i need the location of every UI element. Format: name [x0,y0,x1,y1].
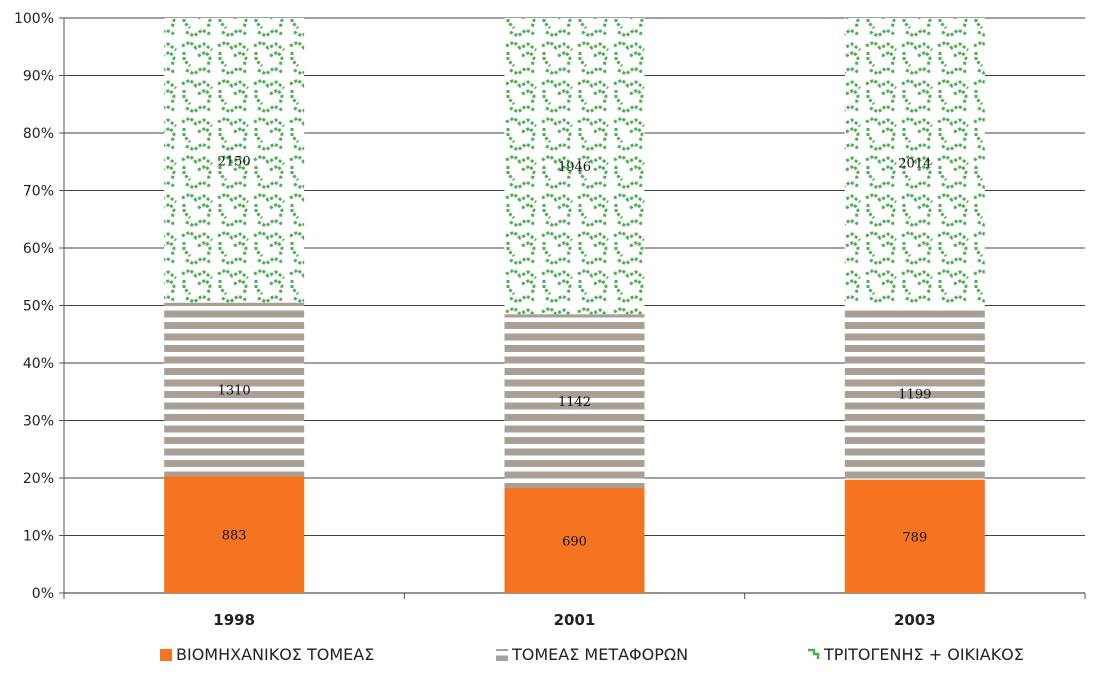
data-label: 1946 [558,160,591,175]
bar-segment [504,314,645,488]
legend-label: ΤΡΙΤΟΓΕΝΗΣ + ΟΙΚΙΑΚΟΣ [823,645,1024,664]
y-tick-label: 80% [23,126,54,142]
data-labels: 883 1310 2150 690 1142 1946 789 1199 2014 [218,154,932,549]
x-category-label: 2003 [894,611,936,629]
data-label: 883 [222,529,247,544]
y-tick-label: 40% [23,356,54,372]
bar-segment [844,479,985,593]
legend-swatch [808,648,820,659]
legend-swatch [496,649,508,661]
data-label: 2014 [898,157,931,172]
data-label: 690 [562,534,587,549]
y-tick-label: 50% [23,299,54,315]
legend-swatch [160,649,172,661]
y-tick-label: 70% [23,184,54,200]
bar-segment [504,18,645,315]
data-label: 1310 [218,383,251,398]
legend-item: ΤΟΜΕΑΣ ΜΕΤΑΦΟΡΩΝ [496,645,688,664]
y-tick-label: 0% [32,586,54,602]
data-label: 1199 [898,388,931,403]
legend-item: ΒΙΟΜΗΧΑΝΙΚΟΣ ΤΟΜΕΑΣ [160,645,374,664]
bar-segment [164,302,305,477]
bar-segment [164,18,305,303]
legend: ΒΙΟΜΗΧΑΝΙΚΟΣ ΤΟΜΕΑΣ ΤΟΜΕΑΣ ΜΕΤΑΦΟΡΩΝ ΤΡΙΤΟ… [160,645,1024,664]
y-tick-label: 20% [23,471,54,487]
x-category-label: 2001 [554,611,596,629]
bar-segment [504,487,645,593]
legend-item: ΤΡΙΤΟΓΕΝΗΣ + ΟΙΚΙΑΚΟΣ [808,645,1024,664]
data-label: 789 [902,530,927,545]
data-label: 2150 [218,154,251,169]
bar-segment [164,476,305,593]
bars [164,18,985,593]
data-label: 1142 [558,395,591,410]
x-category-label: 1998 [213,611,255,629]
bar-segment [844,307,985,480]
y-tick-label: 90% [23,69,54,85]
legend-label: ΤΟΜΕΑΣ ΜΕΤΑΦΟΡΩΝ [511,645,688,664]
legend-label: ΒΙΟΜΗΧΑΝΙΚΟΣ ΤΟΜΕΑΣ [176,645,374,664]
y-tick-label: 30% [23,414,54,430]
bar-segment [844,18,985,308]
y-tick-label: 10% [23,529,54,545]
y-tick-label: 60% [23,241,54,257]
y-tick-label: 100% [14,11,54,27]
